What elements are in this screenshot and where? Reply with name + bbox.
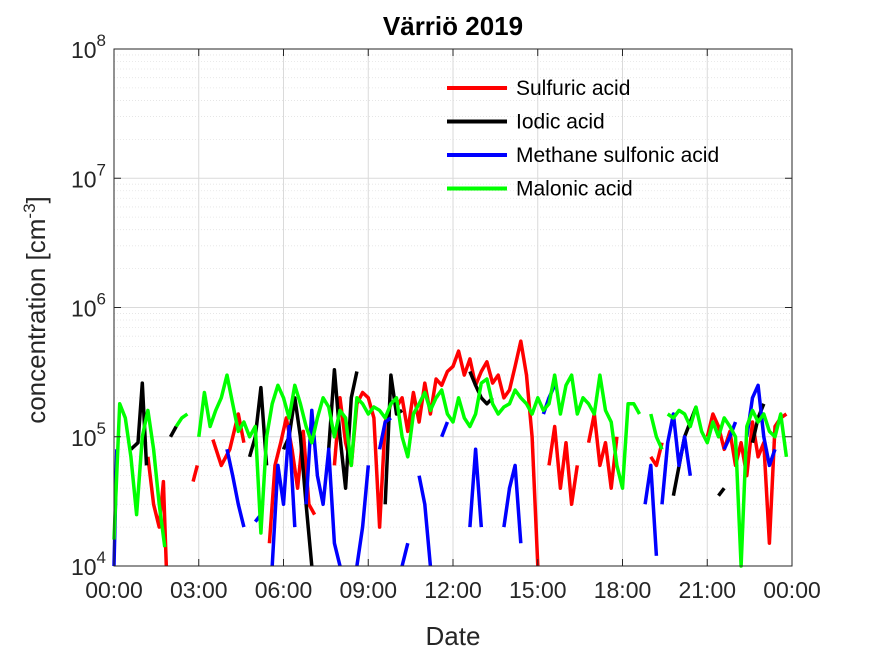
y-tick-exponent: 5: [97, 419, 106, 438]
legend-label: Iodic acid: [516, 111, 605, 134]
y-tick-label: 107: [71, 160, 106, 192]
y-tick-base: 10: [71, 554, 97, 580]
series-line: [395, 339, 540, 567]
x-tick-labels: 00:00 03:00 06:00 09:00 12:00 15:00 18:00 21:00…: [85, 577, 821, 603]
x-tick-label: 21:00: [678, 577, 736, 603]
series-line: [304, 408, 342, 567]
series-line: [174, 412, 189, 428]
x-tick-label: 00:00: [85, 577, 143, 603]
series-line: [211, 412, 246, 468]
series-line: [468, 370, 494, 406]
legend: Sulfuric acid Iodic acid Methane sulfonic …: [447, 77, 719, 201]
series-line: [660, 412, 693, 505]
y-tick-base: 10: [71, 425, 97, 451]
series-layer: [112, 339, 789, 568]
legend-label: Malonic acid: [516, 178, 633, 201]
y-axis-label-superscript: -3: [20, 203, 39, 218]
series-line: [468, 447, 484, 528]
x-tick-label: 12:00: [424, 577, 482, 603]
series-line: [225, 448, 246, 528]
x-axis-label: Date: [426, 621, 481, 651]
y-tick-exponent: 4: [97, 548, 106, 567]
legend-label: Sulfuric acid: [516, 77, 630, 100]
series-line: [112, 402, 167, 548]
series-line: [270, 424, 297, 567]
series-line: [649, 413, 664, 451]
series-line: [146, 456, 169, 567]
x-tick-label: 00:00: [763, 577, 821, 603]
series-line: [643, 463, 659, 556]
series-line: [247, 385, 269, 466]
series-line: [326, 367, 359, 490]
y-tick-exponent: 7: [97, 160, 106, 179]
y-axis-label-suffix: ]: [21, 196, 51, 203]
series-line: [332, 390, 393, 529]
series-line: [547, 424, 580, 507]
y-tick-base: 10: [71, 296, 97, 322]
y-axis-label-main: concentration [cm: [21, 219, 51, 424]
series-line: [440, 421, 450, 438]
y-tick-exponent: 8: [97, 31, 106, 50]
y-tick-base: 10: [71, 166, 97, 192]
y-tick-exponent: 6: [97, 290, 106, 309]
series-line: [191, 464, 199, 483]
series-line: [649, 442, 664, 468]
legend-label: Methane sulfonic acid: [516, 144, 719, 167]
y-axis-label: concentration [cm-3]: [20, 196, 51, 424]
series-line: [377, 416, 392, 450]
x-tick-label: 09:00: [339, 577, 397, 603]
series-malonic-acid: [112, 373, 789, 568]
y-tick-label: 105: [71, 419, 106, 451]
grid: [114, 49, 792, 566]
x-tick-label: 15:00: [509, 577, 567, 603]
x-tick-label: 03:00: [170, 577, 228, 603]
series-line: [666, 405, 789, 568]
y-tick-label: 106: [71, 290, 106, 322]
y-tick-label: 108: [71, 31, 106, 63]
x-tick-label: 06:00: [255, 577, 313, 603]
series-line: [168, 425, 178, 438]
series-line: [502, 463, 523, 544]
x-tick-label: 18:00: [594, 577, 652, 603]
series-line: [400, 542, 410, 567]
series-line: [717, 487, 726, 497]
tick-marks: [113, 48, 793, 567]
series-line: [355, 465, 371, 567]
series-line: [586, 412, 619, 490]
series-line: [417, 475, 433, 567]
y-tick-label: 104: [71, 548, 106, 580]
y-tick-base: 10: [71, 37, 97, 63]
series-line: [745, 383, 777, 468]
series-line: [197, 373, 642, 535]
series-line: [722, 421, 738, 451]
chart-title: Värriö 2019: [383, 11, 523, 41]
